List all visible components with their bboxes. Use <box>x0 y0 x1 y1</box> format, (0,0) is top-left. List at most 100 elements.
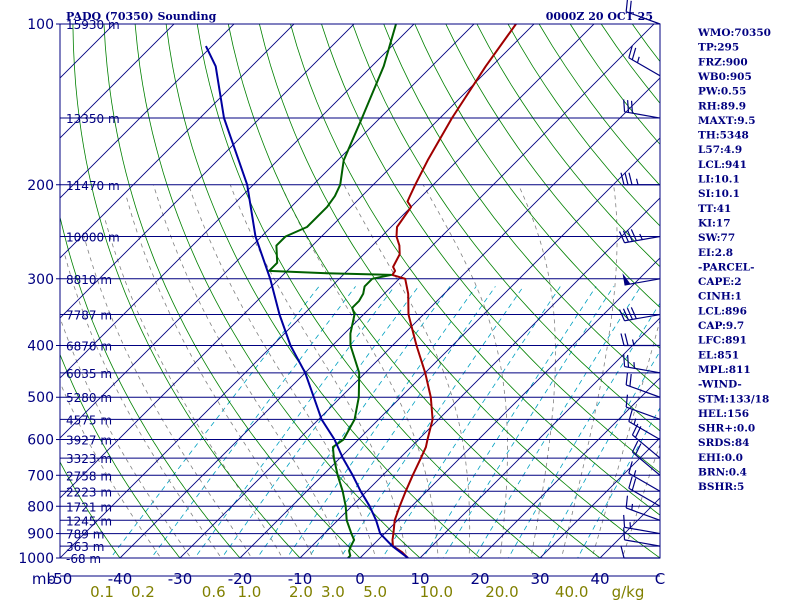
dry-adiabat-line <box>600 24 660 104</box>
wind-barb-staff <box>624 539 661 547</box>
index-entry: SW:77 <box>698 232 735 244</box>
index-entry: -PARCEL- <box>698 261 754 273</box>
mixing-ratio-line <box>442 286 614 558</box>
wind-barb-feather <box>629 0 632 14</box>
moist-adiabat-line <box>591 318 660 558</box>
mixing-ratio-line <box>221 286 419 558</box>
wind-barb-feather <box>634 443 642 455</box>
isotherm-line <box>60 24 235 199</box>
wind-barb-feather <box>630 100 634 114</box>
temperature-axis-labels: -50 -40 -30 -20 -10 0 10 20 30 40 mb C <box>32 570 665 588</box>
index-entry: SI:10.1 <box>698 188 740 200</box>
wind-barb-feather <box>625 372 629 385</box>
wind-barb-feather <box>630 307 637 319</box>
wind-barb-feather <box>628 45 633 58</box>
wind-barb <box>625 394 661 420</box>
pressure-label: 700 <box>27 468 54 484</box>
index-entry: HEL:156 <box>698 408 749 420</box>
wind-barb-staff <box>624 111 661 119</box>
wind-barb-feather <box>628 409 633 422</box>
wind-barb-feather <box>620 333 625 346</box>
height-label: 7787 m <box>66 309 112 323</box>
mixing-ratio-unit: g/kg <box>612 583 645 600</box>
wind-barb-half-feather <box>633 418 637 425</box>
wind-barb-feather <box>631 47 637 60</box>
height-label: 2223 m <box>66 485 112 499</box>
pressure-label: 200 <box>27 178 54 194</box>
mixing-ratio-label: 0.2 <box>131 583 155 600</box>
wind-barb-feather <box>628 461 633 474</box>
index-entry: MPL:811 <box>698 364 751 376</box>
wind-barb <box>620 333 660 347</box>
height-label: 1721 m <box>66 500 112 514</box>
temperature-label: 30 <box>530 570 549 588</box>
mixing-ratio-label: 2.0 <box>289 583 313 600</box>
wind-barb-staff <box>624 313 661 322</box>
moist-adiabat-line <box>343 184 471 558</box>
wind-barb <box>623 99 661 119</box>
dry-adiabat-line <box>60 461 121 558</box>
wind-barb <box>623 354 661 374</box>
height-label: 4575 m <box>66 413 112 427</box>
height-label: 11470 m <box>66 179 120 193</box>
wind-barb-feather <box>627 100 630 113</box>
temperature-label: -20 <box>228 570 253 588</box>
wind-barb-staff <box>625 384 661 398</box>
wind-barb-half-feather <box>633 470 637 477</box>
mixing-ratio-line <box>381 286 561 558</box>
temperature-label: 40 <box>590 570 609 588</box>
isotherm-line <box>539 437 660 558</box>
mixing-ratio-label: 20.0 <box>485 583 518 600</box>
wind-barb <box>618 229 661 244</box>
plot-border <box>59 23 661 559</box>
dry-adiabat-line <box>0 0 7 569</box>
wind-barb-feather <box>631 440 639 453</box>
wind-barb <box>625 372 661 398</box>
dry-adiabat-line <box>538 24 660 186</box>
height-label: -68 m <box>66 552 101 566</box>
wind-barb-feather <box>628 172 633 185</box>
index-entry: CAP:9.7 <box>698 320 744 332</box>
isotherm-line <box>60 24 595 558</box>
index-entry: TT:41 <box>698 203 731 215</box>
isotherm-line <box>179 77 660 558</box>
wind-barb <box>628 476 661 507</box>
index-entry: BSHR:5 <box>698 481 744 493</box>
index-entry: -WIND- <box>698 379 742 391</box>
wind-barb-feather <box>626 307 633 320</box>
mixing-ratio-line <box>507 302 660 558</box>
mixing-ratio-label: 1.0 <box>237 583 261 600</box>
isotherm-line <box>60 24 535 499</box>
height-label: 6035 m <box>66 367 112 381</box>
temperature-label: -40 <box>108 570 133 588</box>
wind-barb <box>625 0 661 25</box>
wind-barb-feather <box>623 354 626 367</box>
temperature-label: 0 <box>355 570 365 588</box>
wind-barb-staff <box>632 451 661 476</box>
wind-barb-feather <box>618 309 626 322</box>
height-label: 8810 m <box>66 273 112 287</box>
mixing-ratio-line <box>422 286 597 558</box>
wind-barb <box>628 45 661 77</box>
isotherm-line <box>0 0 18 569</box>
dry-adiabat-line <box>767 0 800 569</box>
mixing-ratio-label: 10.0 <box>420 583 453 600</box>
background-clip-group <box>0 0 800 569</box>
wind-barb-pennant <box>622 273 631 285</box>
moist-adiabat-line <box>104 217 283 558</box>
wind-barb <box>631 440 661 476</box>
moist-adiabat-line <box>561 184 618 558</box>
index-entry: BRN:0.4 <box>698 467 747 479</box>
height-label: 5280 m <box>66 391 112 405</box>
wind-barb <box>618 307 661 322</box>
wind-barb-feather <box>625 495 629 509</box>
temperature-label: -10 <box>288 570 313 588</box>
temperature-label: -30 <box>168 570 193 588</box>
wind-barb-half-feather <box>631 503 634 511</box>
dewpoint-profile <box>268 24 397 558</box>
wind-barb-staff <box>632 434 661 459</box>
mixing-ratio-label: 5.0 <box>363 583 387 600</box>
wind-barb <box>622 273 661 286</box>
